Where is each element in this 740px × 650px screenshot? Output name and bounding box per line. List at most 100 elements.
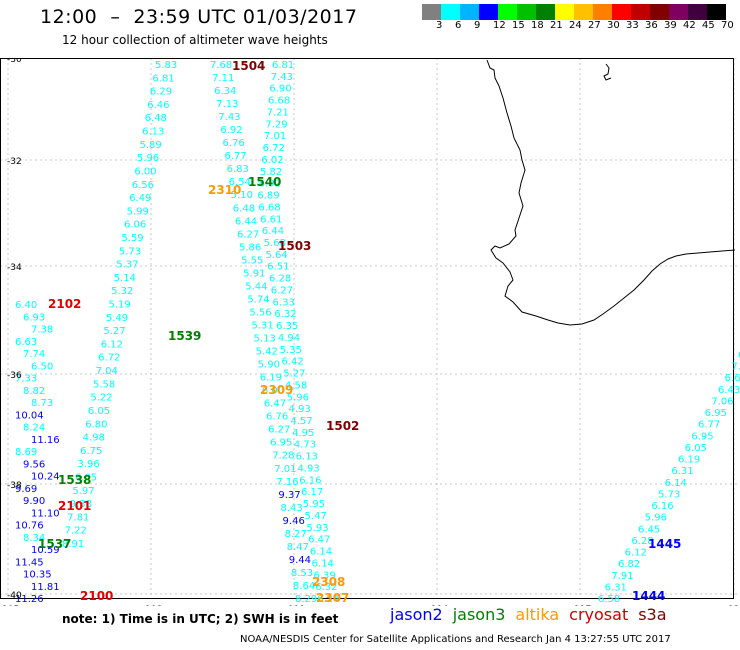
lat-label: -40 [7,591,22,601]
wave-height-value: 6.80 [85,419,107,430]
wave-height-value: 6.72 [263,143,285,154]
lat-label: -30 [7,58,22,65]
wave-height-value: 6.54 [229,177,251,188]
wave-height-value: 5.91 [243,268,265,279]
scale-label: 45 [702,20,715,31]
wave-height-value: 5.73 [658,489,680,500]
wave-height-value: 6.95 [705,408,727,419]
wave-height-value: 8.73 [31,398,53,409]
wave-height-value: 6.28 [269,274,291,285]
wave-height-value: 6.27 [237,229,259,240]
wave-height-value: 7.38 [31,325,53,336]
wave-height-value: 9.44 [289,555,311,566]
wave-height-value: 4.58 [285,380,307,391]
wave-height-value: 5.64 [265,250,287,261]
scale-swatch [555,4,574,20]
wave-height-value: 4.93 [297,463,319,474]
wave-height-value: 6.40 [15,300,37,311]
wave-height-value: 6.77 [225,151,247,162]
lon-label: 111 [288,605,305,606]
scale-label: 42 [683,20,696,31]
wave-height-value: 6 [738,350,740,361]
wave-height-value: 6.12 [101,339,123,350]
wave-height-value: 6.02 [261,155,283,166]
wave-height-value: 6.56 [132,180,154,191]
pass-label: 2308 [312,575,345,589]
pass-label: 2309 [260,383,293,397]
wave-height-value: 6.27 [268,425,290,436]
scale-label: 27 [588,20,601,31]
wave-height-value: 7.16 [276,477,298,488]
legend-s3a: s3a [638,605,667,624]
scale-swatch [631,4,650,20]
lon-label: 120 [728,605,740,606]
scale-swatch [593,4,612,20]
wave-height-value: 7.68 [210,60,232,71]
wave-height-value: 6.81 [152,73,174,84]
wave-height-value: 5.96 [137,153,159,164]
scale-label: 18 [531,20,544,31]
wave-height-value: 6.90 [269,84,291,95]
wave-height-value: 5.99 [127,206,149,217]
wave-height-value: 6.29 [150,87,172,98]
wave-height-value: 5.56 [249,307,271,318]
scale-swatch [612,4,631,20]
wave-height-value: 6.19 [260,373,282,384]
pass-label: 2310 [208,183,241,197]
wave-height-value: 7.06 [711,396,733,407]
scale-label: 21 [550,20,563,31]
wave-height-value: 7.13 [216,99,238,110]
map-title: 12:00 – 23:59 UTC 01/03/2017 [40,6,358,28]
pass-label: 2100 [80,589,113,603]
wave-height-value: 7.33 [15,374,37,385]
pass-label: 1502 [326,419,359,433]
legend-jason3: jason3 [452,605,506,624]
wave-height-value: 6.60 [725,373,740,384]
wave-height-value: 5.83 [155,60,177,71]
wave-height-value: 5.35 [280,345,302,356]
scale-swatch [688,4,707,20]
wave-height-value: 6.14 [310,547,332,558]
wave-height-value: 9.69 [15,484,37,495]
wave-height-value: 6.76 [266,412,288,423]
wave-height-value: 8.24 [23,423,45,434]
wave-height-value: 6.14 [312,558,334,569]
wave-height-value: 9.90 [23,496,45,507]
wave-height-value: 7.04 [96,366,118,377]
wave-height-value: 6.33 [273,297,295,308]
scale-swatch [479,4,498,20]
wave-height-value: 5.82 [260,167,282,178]
wave-height-value: 5.68 [264,238,286,249]
wave-height-value: 6.28 [631,536,653,547]
wave-height-value: 5.49 [106,313,128,324]
lat-lon-grid [0,58,740,599]
scale-label: 36 [645,20,658,31]
wave-height-value: 5.44 [245,281,267,292]
wave-height-value: 4.57 [290,416,312,427]
wave-height-value: 7.91 [611,571,633,582]
wave-height-value: 6.95 [691,431,713,442]
wave-height-value: 6.47 [308,535,330,546]
wave-height-value: 7.28 [272,451,294,462]
scale-swatch [441,4,460,20]
wave-height-value: 7.81 [67,512,89,523]
wave-height-value: 7.74 [23,349,45,360]
wave-height-value: 6.45 [638,524,660,535]
wave-height-value: 6.13 [142,127,164,138]
wave-height-value: 8.69 [15,447,37,458]
wave-height-value: 6.05 [75,472,97,483]
axis-labels: -30 -32 -34 -36 -38 -40 105 108 111 114 117 120 [2,58,740,606]
wave-height-value: 6.06 [124,220,146,231]
pass-label: 1444 [632,589,665,603]
scale-label: 33 [626,20,639,31]
wave-height-value: 6.92 [220,125,242,136]
wave-height-value: 6.00 [262,386,284,397]
wave-height-tracks: 5.836.816.296.466.486.135.895.966.006.56… [15,60,740,605]
wave-height-value: 6.12 [625,548,647,559]
wave-height-value: 6.49 [129,193,151,204]
lat-label: -36 [7,371,22,381]
wave-height-value: 5.90 [258,360,280,371]
scale-label: 30 [607,20,620,31]
wave-height-value: 6.17 [301,487,323,498]
wave-height-value: 5.19 [109,300,131,311]
